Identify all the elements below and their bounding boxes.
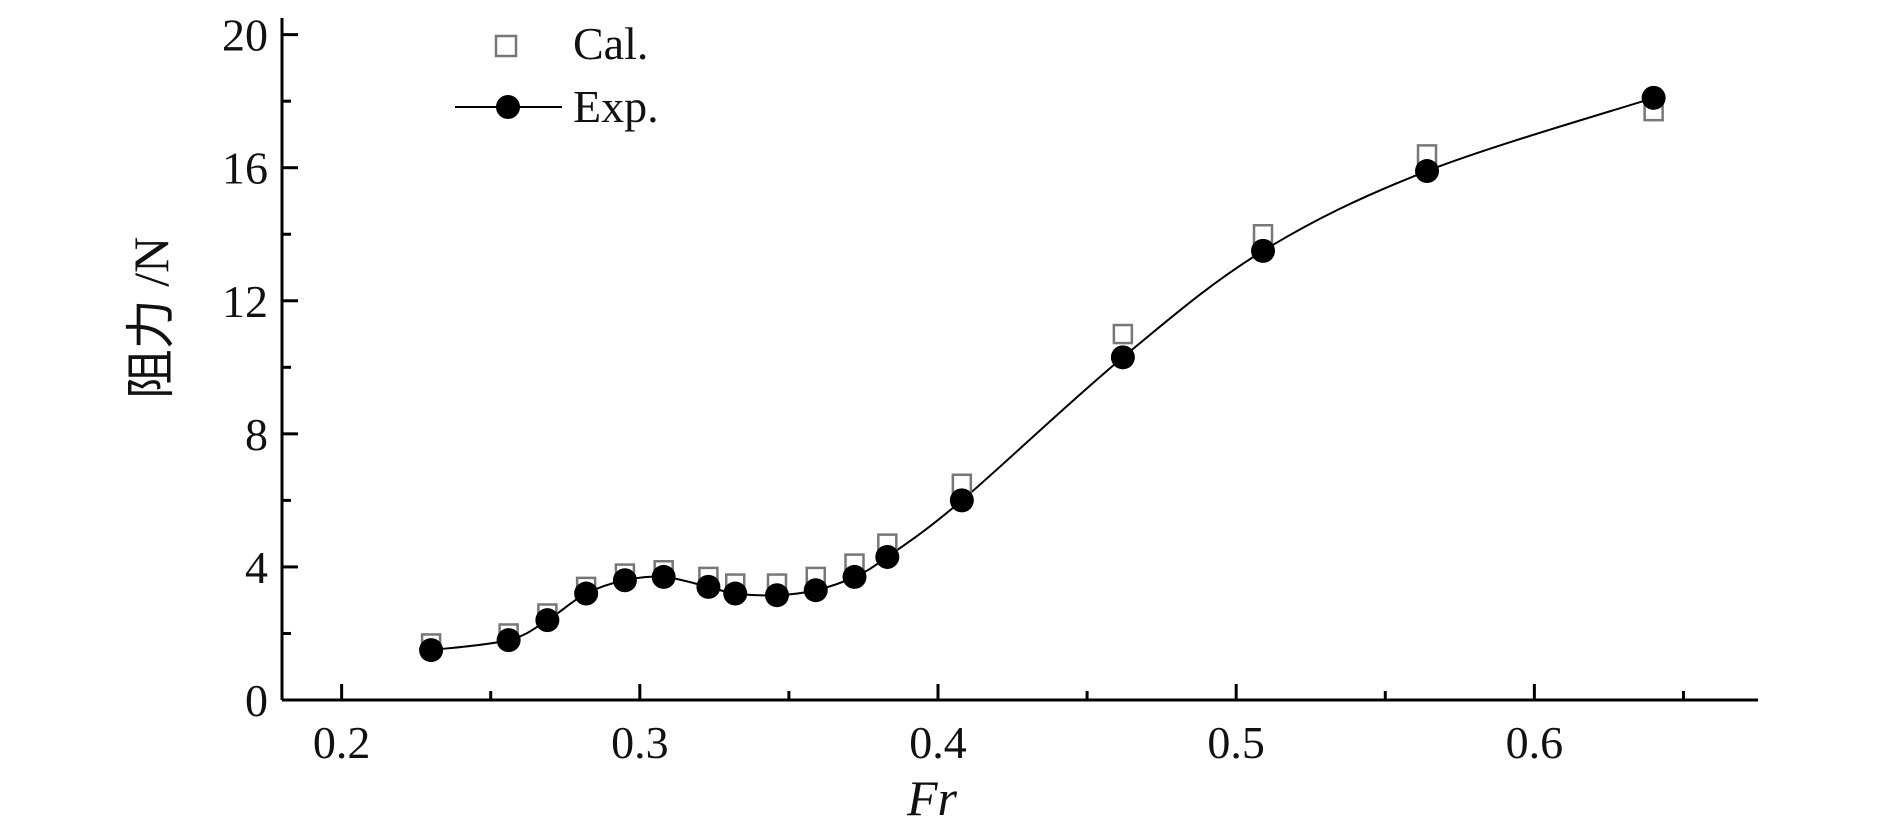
exp-point: [535, 608, 560, 633]
x-axis-label: Fr: [906, 770, 958, 820]
y-axis-label: 阻力 /N: [123, 237, 179, 400]
y-tick-label: 0: [245, 675, 268, 726]
exp-point: [1641, 85, 1666, 110]
exp-point: [419, 638, 444, 663]
x-tick-label: 0.6: [1506, 717, 1564, 768]
legend: Cal. Exp.: [455, 18, 659, 132]
exp-point: [1110, 345, 1135, 370]
x-tick-label: 0.2: [313, 717, 371, 768]
x-tick-label: 0.3: [611, 717, 669, 768]
y-tick-label: 12: [222, 276, 268, 327]
exp-point: [723, 581, 748, 606]
x-tick-label: 0.4: [909, 717, 967, 768]
exp-point: [764, 583, 789, 608]
y-tick-label: 8: [245, 409, 268, 460]
exp-series: [419, 85, 1666, 663]
y-tick-label: 20: [222, 10, 268, 61]
exp-point: [1251, 238, 1276, 263]
exp-point: [949, 488, 974, 513]
x-tick-label: 0.5: [1207, 717, 1265, 768]
exp-point: [875, 544, 900, 569]
cal-point: [1112, 323, 1134, 345]
legend-exp-label: Exp.: [573, 81, 659, 132]
exp-point: [496, 628, 521, 653]
exp-point: [842, 564, 867, 589]
legend-exp-marker: [496, 95, 520, 119]
exp-point: [696, 574, 721, 599]
y-tick-label: 4: [245, 542, 268, 593]
exp-point: [1415, 159, 1440, 184]
exp-point: [574, 581, 599, 606]
exp-point: [612, 568, 637, 593]
y-tick-label: 16: [222, 143, 268, 194]
legend-cal-label: Cal.: [573, 18, 648, 69]
exp-fit-curve: [430, 96, 1654, 652]
legend-cal-marker: [494, 34, 518, 58]
y-axis-ticks: 0 4 8 12 16 20: [222, 10, 298, 726]
x-axis-ticks: 0.2 0.3 0.4 0.5 0.6: [313, 684, 1685, 768]
exp-point: [651, 564, 676, 589]
exp-point: [803, 578, 828, 603]
plot-frame: [280, 18, 1758, 702]
cal-series: [420, 100, 1664, 654]
